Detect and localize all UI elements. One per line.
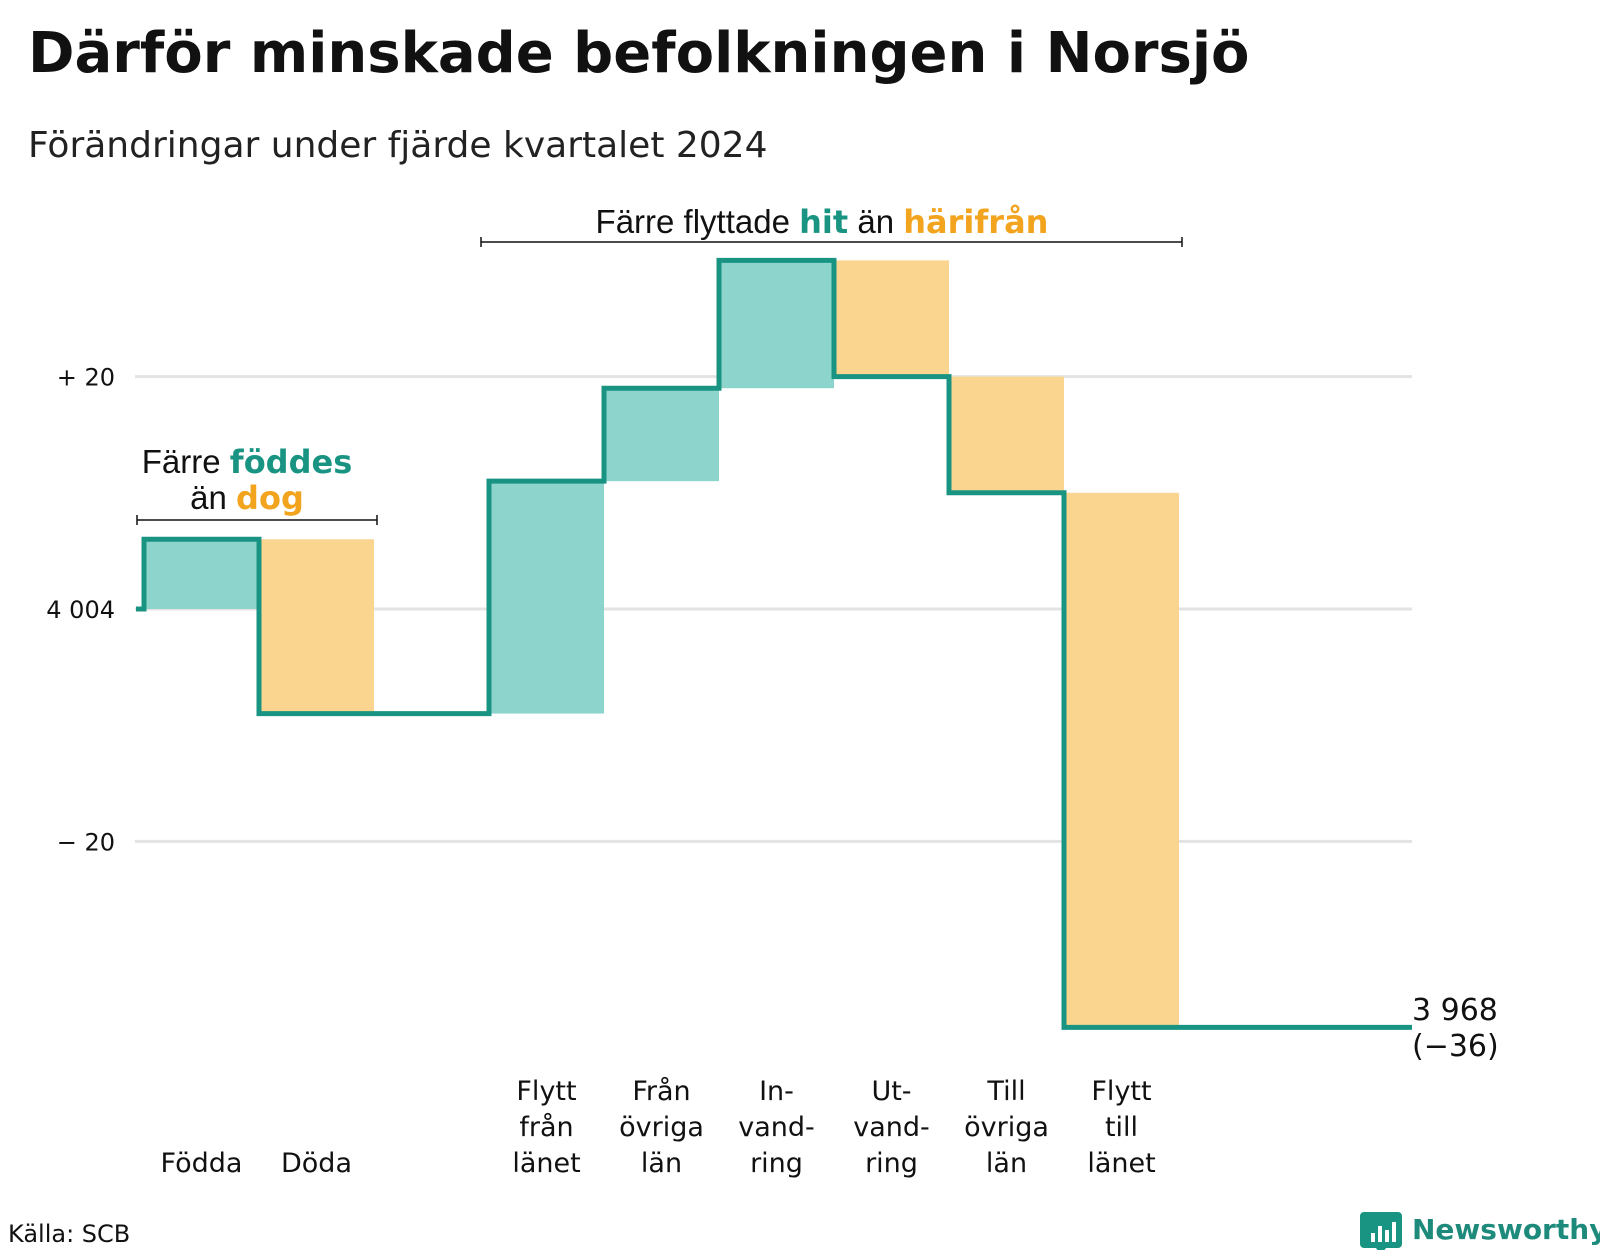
category-label: Ut- [871,1076,911,1107]
category-label: övriga [619,1112,704,1143]
category-label: Från [632,1076,690,1107]
category-label: vand- [738,1112,815,1143]
y-axis-ticks: + 20 4 004 − 20 [46,364,115,857]
category-label: vand- [853,1112,930,1143]
category-label: från [519,1112,573,1143]
bar-inflow [144,539,259,609]
migration-bracket [480,237,1183,247]
category-label: länet [1087,1148,1155,1179]
births-annotation-prefix: Färre [142,443,221,480]
end-change-label: (−36) [1412,1029,1499,1064]
category-label: Till [986,1076,1025,1107]
bar-inflow [489,481,604,714]
category-label: övriga [964,1112,1049,1143]
svg-text:än dog: än dog [190,479,304,517]
migration-annotation-orange: härifrån [903,203,1048,241]
migration-annotation: Färre flyttade hit än härifrån [480,203,1183,247]
category-label: länet [512,1148,580,1179]
cumulative-step-line [136,257,1412,1030]
category-label: län [641,1148,682,1179]
y-tick-label: − 20 [57,828,115,856]
bar-outflow [949,376,1064,493]
bar-outflow [259,539,374,714]
births-annotation: Färre föddes än dog [136,443,378,525]
births-annotation-orange: dog [236,479,304,517]
bar-inflow [604,388,719,482]
category-label: Döda [281,1148,352,1179]
svg-text:Färre föddes: Färre föddes [142,443,352,481]
category-label: In- [759,1076,794,1107]
bars [144,260,1179,1028]
category-label: Flytt [516,1076,576,1107]
source-label: Källa: SCB [8,1220,130,1248]
migration-annotation-prefix: Färre flyttade [596,203,790,240]
births-bracket [136,515,378,525]
newsworthy-logo-icon [1360,1212,1402,1250]
y-tick-label: 4 004 [46,596,115,624]
y-tick-label: + 20 [57,364,115,392]
svg-text:Färre flyttade hit: Färre flyttade hit än härifrån [596,203,1049,241]
category-label: län [986,1148,1027,1179]
end-value-label: 3 968 [1412,993,1498,1028]
migration-annotation-middle: än [857,203,894,240]
category-labels: Födda Döda Flytt från länet Från övriga län In-v… [161,1076,1156,1179]
category-label: ring [865,1148,918,1179]
bar-inflow [719,260,834,389]
category-label: Födda [161,1148,243,1179]
births-annotation-line2-prefix: än [190,479,227,516]
category-label: Flytt [1091,1076,1151,1107]
chart-subtitle: Förändringar under fjärde kvartalet 2024 [28,125,768,166]
category-label: ring [750,1148,803,1179]
bar-outflow [1064,492,1179,1028]
migration-annotation-teal: hit [799,203,848,241]
category-label: till [1105,1112,1138,1143]
chart-title: Därför minskade befolkningen i Norsjö [28,21,1250,86]
births-annotation-teal: föddes [230,443,352,481]
brand-name: Newsworthy [1412,1213,1600,1246]
bar-outflow [834,260,949,377]
